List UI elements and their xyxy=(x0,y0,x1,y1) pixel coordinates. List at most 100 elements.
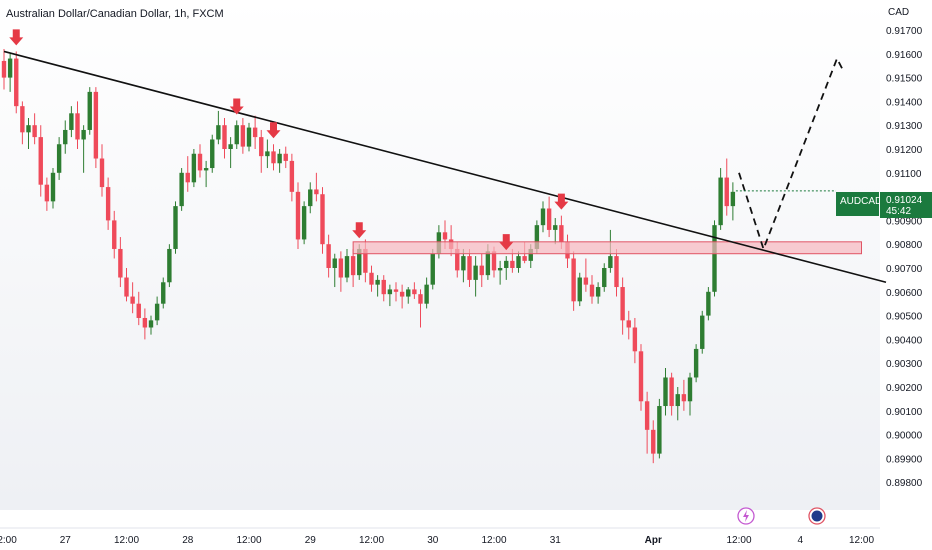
down-arrow-icon xyxy=(499,234,514,251)
price-tick-label: 0.90000 xyxy=(886,431,923,442)
candle-body xyxy=(693,348,699,378)
candle-body xyxy=(118,248,123,278)
candle-body xyxy=(20,106,25,133)
candle-body xyxy=(406,289,411,297)
price-tick-label: 0.91700 xyxy=(886,26,923,37)
candle-body xyxy=(38,137,43,185)
time-tick-label: 12:00 xyxy=(236,535,261,546)
candle-body xyxy=(259,137,264,157)
candle-body xyxy=(265,151,270,157)
candle-body xyxy=(455,248,460,271)
candle-body xyxy=(234,125,239,145)
price-tick-label: 0.91100 xyxy=(886,169,922,180)
price-badge-value: 0.91024 xyxy=(886,195,923,206)
time-tick-label: Apr xyxy=(645,535,662,546)
price-tick-label: 0.91500 xyxy=(886,74,923,85)
candle-body xyxy=(479,265,484,276)
candle-body xyxy=(559,225,564,242)
time-tick-label: 12:00 xyxy=(359,535,384,546)
candle-body xyxy=(712,225,717,292)
price-tick-label: 0.91200 xyxy=(886,145,923,156)
candle-body xyxy=(289,160,295,192)
candle-body xyxy=(350,256,356,276)
price-tick-label: 0.90700 xyxy=(886,264,923,275)
event-icons[interactable] xyxy=(737,507,826,525)
candle-body xyxy=(393,289,399,292)
price-tick-label: 0.90600 xyxy=(886,288,923,299)
time-axis[interactable]: 2:00 27 12:00 28 12:00 29 12:00 30 12:00 31 Apr 12:… xyxy=(0,527,880,546)
candle-body xyxy=(314,189,319,195)
candle-body xyxy=(534,225,540,249)
candle-body xyxy=(338,258,344,278)
candle-body xyxy=(510,260,515,268)
candle-body xyxy=(332,258,337,268)
candle-body xyxy=(571,258,576,302)
candle-body xyxy=(718,177,723,226)
candle-body xyxy=(516,256,521,268)
candle-body xyxy=(124,277,129,297)
candle-body xyxy=(112,220,117,249)
candle-body xyxy=(197,153,203,171)
candle-body xyxy=(154,303,160,321)
candle-body xyxy=(308,189,313,207)
candle-body xyxy=(724,177,729,207)
candle-body xyxy=(93,91,99,159)
candle-body xyxy=(430,253,435,285)
time-tick-label: 27 xyxy=(60,535,72,546)
candle-body xyxy=(173,206,178,249)
candle-body xyxy=(553,225,558,230)
candle-body xyxy=(546,208,552,230)
candle-body xyxy=(522,256,527,261)
price-tick-label: 0.90300 xyxy=(886,359,923,370)
candle-body xyxy=(56,144,62,173)
time-tick-label: 12:00 xyxy=(481,535,506,546)
candle-body xyxy=(301,206,307,240)
price-tick-label: 0.91300 xyxy=(886,121,923,132)
price-tick-label: 0.89900 xyxy=(886,454,923,465)
candle-body xyxy=(589,284,595,297)
candle-body xyxy=(657,406,662,454)
candle-body xyxy=(540,208,546,226)
candle-body xyxy=(136,303,141,318)
price-axis[interactable]: 0.91700 0.91600 0.91500 0.91400 0.91300 0.912… xyxy=(886,26,923,489)
candle-body xyxy=(240,125,246,147)
candle-body xyxy=(595,287,601,297)
time-tick-label: 31 xyxy=(550,535,562,546)
price-badge-symbol: AUDCAD xyxy=(840,196,882,207)
candle-body xyxy=(344,256,350,278)
candle-body xyxy=(246,127,252,147)
time-tick-label: 4 xyxy=(797,535,803,546)
plot-background xyxy=(0,0,880,510)
down-arrow-icon xyxy=(9,29,24,46)
candle-body xyxy=(148,320,154,328)
candle-body xyxy=(87,91,92,130)
drawings-layer xyxy=(3,29,887,284)
candle-body xyxy=(228,144,233,149)
candle-body xyxy=(50,172,56,202)
candle-body xyxy=(651,429,656,454)
candle-body xyxy=(326,244,331,268)
currency-label: CAD xyxy=(888,7,909,18)
candle-body xyxy=(614,256,619,288)
resistance-zone xyxy=(352,241,862,255)
candle-body xyxy=(81,129,86,140)
candle-body xyxy=(485,251,491,276)
chart-title: Australian Dollar/Canadian Dollar, 1h, F… xyxy=(6,8,224,20)
candle-body xyxy=(375,279,380,285)
candle-body xyxy=(663,377,668,407)
price-tick-label: 0.90900 xyxy=(886,216,923,227)
candle-body xyxy=(706,291,711,316)
candle-body xyxy=(32,125,37,138)
candle-body xyxy=(75,113,80,140)
time-tick-label: 28 xyxy=(182,535,194,546)
time-tick-label: 29 xyxy=(305,535,317,546)
candle-body xyxy=(69,113,74,130)
candle-body xyxy=(271,151,276,164)
candle-body xyxy=(44,184,50,202)
candle-body xyxy=(669,377,674,407)
candle-body xyxy=(363,248,368,273)
price-tick-label: 0.90400 xyxy=(886,335,923,346)
candle-body xyxy=(687,377,693,402)
candle-body xyxy=(602,268,607,288)
